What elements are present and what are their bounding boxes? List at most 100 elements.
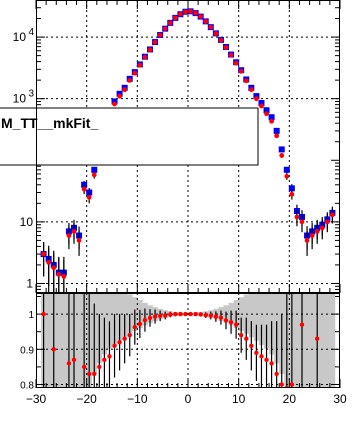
ratio-data-point [107, 354, 112, 359]
data-point-square [268, 114, 275, 121]
uncertainty-band-bin [329, 293, 336, 388]
ratio-data-point [41, 311, 46, 317]
data-point-circle [81, 186, 87, 192]
data-point-circle [112, 101, 117, 107]
data-point-circle [309, 233, 315, 238]
data-point-circle [71, 229, 77, 234]
ratio-data-point [249, 343, 254, 348]
ratio-data-point [97, 364, 102, 370]
ratio-data-point [274, 371, 279, 377]
data-point-circle [274, 133, 280, 139]
data-point-circle [299, 219, 305, 225]
data-point-circle [319, 225, 325, 231]
ratio-data-point [127, 333, 132, 338]
ratio-data-point [92, 371, 97, 377]
ratio-data-point [152, 314, 158, 319]
uncertainty-band-bin [294, 293, 300, 388]
y-tick-label: 10 [20, 215, 34, 229]
x-tick-label: 10 [232, 392, 246, 406]
legend-box [0, 107, 259, 166]
data-point-square [253, 93, 260, 100]
ratio-data-point [173, 311, 178, 317]
ratio-data-point [299, 322, 305, 327]
ratio-data-point [239, 333, 244, 338]
x-tick-label: −20 [76, 392, 97, 406]
data-point-circle [289, 191, 295, 197]
ratio-data-point [137, 321, 143, 327]
data-point-circle [238, 68, 244, 74]
ratio-data-point [269, 361, 274, 366]
ratio-data-point [66, 361, 72, 366]
data-point-circle [269, 118, 274, 124]
y-tick-label: 10 [13, 92, 27, 106]
ratio-data-point [178, 311, 183, 317]
ratio-data-point [289, 382, 295, 387]
data-point-circle [223, 45, 229, 50]
ratio-y-tick-label: 0.9 [20, 345, 34, 356]
x-tick-label: 20 [283, 392, 297, 406]
data-point-circle [294, 214, 300, 220]
data-point-circle [147, 47, 153, 53]
ratio-data-point [193, 311, 198, 317]
ratio-data-point [51, 347, 56, 352]
y-tick-label: 10 [13, 30, 27, 44]
uncertainty-band-bin [56, 293, 62, 388]
data-point-circle [132, 70, 138, 76]
data-point-circle [208, 24, 214, 30]
ratio-tick-labels: 0.8 0.9 1 −30 −20 −10 0 10 20 30 [20, 310, 347, 406]
data-point-circle [51, 265, 57, 271]
uncertainty-band-bin [304, 293, 310, 388]
data-point-circle [183, 9, 188, 15]
data-point-circle [198, 14, 204, 20]
y-tick-label: 1 [26, 276, 33, 290]
ratio-y-tick-label: 0.8 [20, 380, 34, 391]
ratio-data-point [208, 313, 213, 318]
data-point-square [81, 181, 88, 188]
x-tick-label: 0 [185, 392, 192, 406]
data-point-circle [178, 11, 183, 17]
data-point-circle [248, 87, 254, 93]
uncertainty-band-bin [324, 293, 331, 388]
ratio-data-point [203, 312, 208, 318]
data-point-circle [314, 229, 320, 234]
data-point-circle [41, 251, 46, 257]
data-point-square [111, 98, 118, 105]
ratio-data-point [223, 318, 229, 323]
x-tick-label: −10 [127, 392, 148, 406]
ratio-data-point [254, 350, 259, 356]
ratio-data-point [228, 320, 234, 325]
data-point-circle [254, 96, 259, 102]
ratio-data-point [87, 371, 92, 377]
uncertainty-band-bin [76, 293, 82, 388]
ratio-data-points [41, 293, 320, 388]
data-point-circle [304, 238, 310, 243]
y-tick-label-exponent: 3 [28, 89, 34, 100]
data-point-circle [76, 238, 82, 243]
data-point-square [283, 166, 290, 173]
uncertainty-band-bin [258, 293, 265, 346]
data-point-circle [172, 15, 178, 21]
data-point-circle [243, 78, 249, 84]
ratio-data-point [233, 322, 239, 327]
uncertainty-band-bin [46, 293, 52, 388]
main-frame [36, 0, 340, 293]
data-point-circle [46, 259, 52, 265]
y-tick-label-exponent: 4 [28, 27, 34, 38]
data-point-circle [152, 39, 158, 45]
ratio-data-point [132, 324, 137, 330]
data-point-circle [213, 31, 219, 36]
ratio-data-point [142, 317, 148, 323]
data-point-circle [142, 54, 148, 60]
ratio-data-point [71, 357, 77, 363]
legend-entry-label: M_TT__mkFit_ [1, 115, 98, 131]
ratio-data-point [244, 336, 249, 341]
data-point-circle [66, 233, 72, 238]
data-point-circle [264, 111, 269, 117]
data-point-circle [127, 78, 133, 83]
ratio-data-point [183, 311, 188, 317]
ratio-frame [36, 293, 340, 388]
main-data-points [40, 8, 336, 293]
data-point-circle [86, 194, 92, 200]
